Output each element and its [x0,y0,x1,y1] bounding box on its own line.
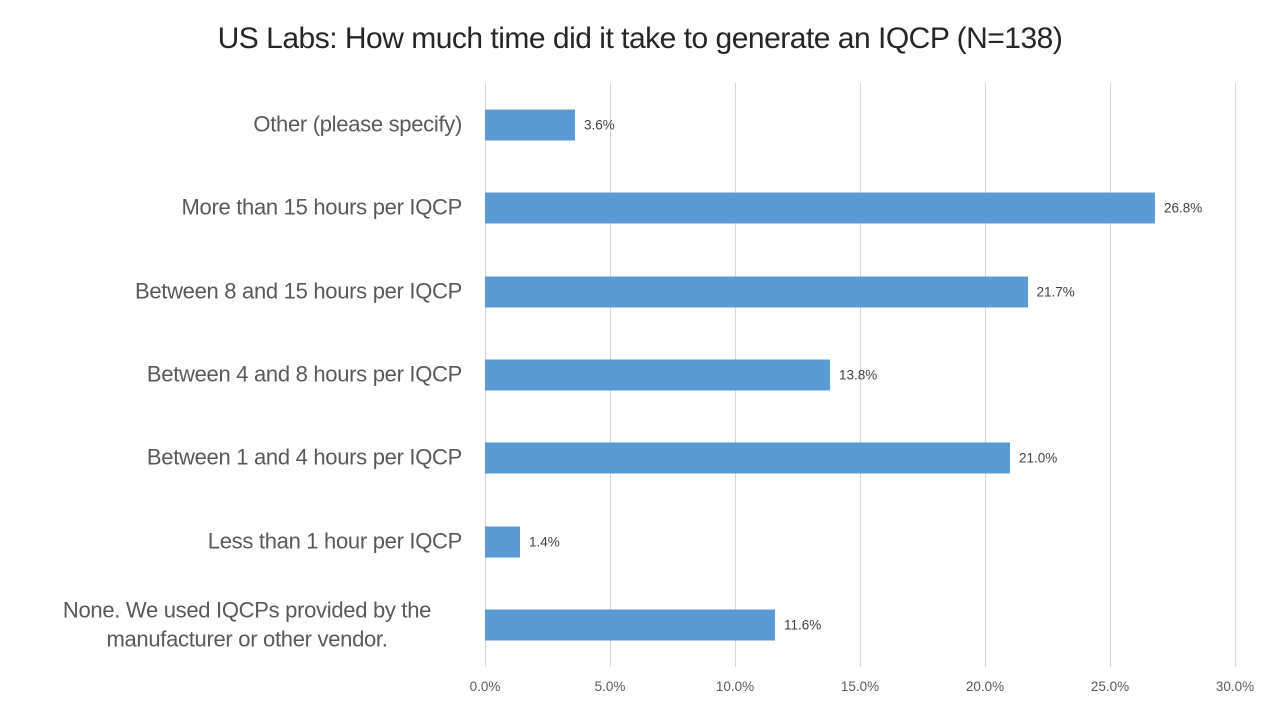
x-axis-tick-label: 20.0% [965,679,1005,694]
category-label: None. We used IQCPs provided by the manu… [62,597,432,652]
value-label: 26.8% [1164,200,1203,216]
bar [485,359,830,391]
chart-row: Between 8 and 15 hours per IQCP 21.7% [135,250,1235,333]
x-axis-tick-label: 15.0% [840,679,880,694]
bar [485,526,520,558]
value-label: 3.6% [584,117,615,133]
gridline [1235,83,1236,667]
bar [485,609,775,641]
value-label: 1.4% [529,534,560,550]
chart-row: Less than 1 hour per IQCP 1.4% [208,500,1235,583]
category-label: Between 1 and 4 hours per IQCP [146,445,462,471]
category-label: Less than 1 hour per IQCP [207,528,463,554]
category-label: More than 15 hours per IQCP [181,194,463,220]
x-axis-tick-label: 25.0% [1090,679,1130,694]
gridline [860,83,861,667]
category-label: Other (please specify) [253,111,462,137]
chart-row: Other (please specify) 3.6% [253,83,1235,166]
bar [485,192,1155,224]
value-label: 11.6% [784,617,822,633]
chart-row: Between 4 and 8 hours per IQCP 13.8% [147,333,1235,416]
chart-row: More than 15 hours per IQCP 26.8% [182,166,1235,249]
value-label: 21.0% [1019,450,1058,466]
category-label: Between 8 and 15 hours per IQCP [134,278,462,304]
value-label: 13.8% [839,367,878,383]
plot-area: 0.0% 5.0% 10.0% 15.0% 20.0% 25.0% 30.0% Other (… [63,83,1254,694]
x-axis-tick-label: 5.0% [594,679,626,694]
gridline [985,83,986,667]
bar [485,276,1028,308]
value-label: 21.7% [1036,284,1075,300]
bar [485,442,1010,474]
category-label: Between 4 and 8 hours per IQCP [146,361,462,387]
x-axis-tick-label: 0.0% [469,679,501,694]
chart-row: None. We used IQCPs provided by the manu… [63,584,1235,667]
chart-title: US Labs: How much time did it take to ge… [217,22,1063,55]
chart-row: Between 1 and 4 hours per IQCP 21.0% [147,417,1235,500]
x-axis-tick-label: 10.0% [715,679,755,694]
gridline [1110,83,1111,667]
bar [485,109,575,141]
x-axis-tick-label: 30.0% [1215,679,1255,694]
